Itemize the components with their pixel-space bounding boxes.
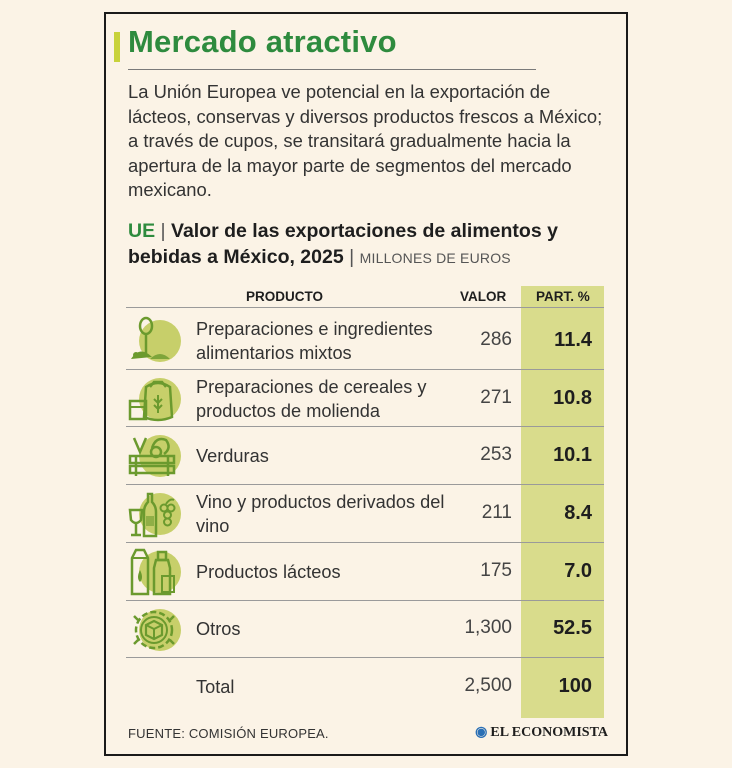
row-divider xyxy=(126,484,604,486)
total-pct: 100 xyxy=(558,675,592,698)
pct-cell: 8.4 xyxy=(564,501,592,524)
row-divider xyxy=(126,657,604,659)
dairy-products-icon xyxy=(126,546,182,598)
wine-grapes-icon xyxy=(126,488,182,540)
product-label: Otros xyxy=(196,619,241,640)
row-divider xyxy=(126,368,604,370)
value-cell: 211 xyxy=(481,501,512,523)
product-label: Preparaciones e ingredientes alimentario… xyxy=(196,318,433,363)
brand-name: EL ECONOMISTA xyxy=(490,725,608,740)
value-cell: 253 xyxy=(480,444,512,466)
subtitle-unit: MILLONES DE EUROS xyxy=(359,250,511,266)
whisk-ingredients-icon xyxy=(126,315,182,367)
col-header-value: VALOR xyxy=(460,289,507,304)
pct-column-highlight xyxy=(521,286,604,718)
product-label: Vino y productos derivados del vino xyxy=(196,491,445,536)
product-label: Verduras xyxy=(196,446,269,467)
col-header-pct: PART. % xyxy=(536,289,590,304)
product-label: Productos lácteos xyxy=(196,561,341,582)
table-row: Productos lácteos 175 7.0 xyxy=(126,543,604,601)
value-cell: 286 xyxy=(480,328,512,350)
table-row: Preparaciones e ingredientes alimentario… xyxy=(126,312,604,370)
vegetable-crate-icon xyxy=(126,430,182,482)
source-note: FUENTE: COMISIÓN EUROPEA. xyxy=(128,726,329,741)
page-title: Mercado atractivo xyxy=(128,24,397,59)
infographic-card: Mercado atractivo La Unión Europea ve po… xyxy=(104,12,628,756)
title-accent-bar xyxy=(114,32,120,62)
value-cell: 175 xyxy=(480,559,512,581)
pct-cell: 10.1 xyxy=(553,444,592,467)
subtitle-separator-2: | xyxy=(349,246,355,268)
subtitle-text: Valor de las exportaciones de alimentos … xyxy=(128,220,558,268)
product-label: Preparaciones de cereales y productos de… xyxy=(196,376,427,421)
table-row: Otros 1,300 52.5 xyxy=(126,601,604,659)
table-subtitle: UE | Valor de las exportaciones de alime… xyxy=(128,218,618,271)
economista-logo-icon: ◉ xyxy=(475,725,488,740)
header-divider xyxy=(126,307,604,308)
subtitle-separator: | xyxy=(160,220,166,242)
total-value: 2,500 xyxy=(464,675,512,697)
table-row: Vino y productos derivados del vino 211 8.… xyxy=(126,485,604,543)
table-total-row: Total 2,500 100 xyxy=(126,658,604,716)
col-header-product: PRODUCTO xyxy=(246,289,324,304)
value-cell: 271 xyxy=(480,386,512,408)
value-cell: 1,300 xyxy=(464,617,512,639)
row-divider xyxy=(126,541,604,543)
pct-cell: 10.8 xyxy=(553,386,592,409)
gear-box-icon xyxy=(126,604,182,656)
pct-cell: 11.4 xyxy=(554,328,592,351)
total-label: Total xyxy=(196,677,235,698)
intro-text: La Unión Europea ve potencial en la expo… xyxy=(128,81,603,200)
brand-logo: ◉ EL ECONOMISTA xyxy=(475,724,608,741)
row-divider xyxy=(126,426,604,428)
pct-cell: 52.5 xyxy=(553,617,592,640)
table-row: Preparaciones de cereales y productos de… xyxy=(126,370,604,428)
table-row: Verduras 253 10.1 xyxy=(126,427,604,485)
flour-sack-icon xyxy=(126,373,182,425)
pct-cell: 7.0 xyxy=(564,559,592,582)
subtitle-region: UE xyxy=(128,220,156,242)
title-divider xyxy=(128,69,536,70)
row-divider xyxy=(126,599,604,601)
